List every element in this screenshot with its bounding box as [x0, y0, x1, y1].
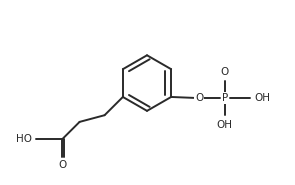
Text: O: O — [59, 160, 67, 170]
Text: OH: OH — [254, 93, 270, 103]
Text: O: O — [195, 93, 203, 103]
Text: P: P — [222, 93, 228, 103]
Text: O: O — [221, 67, 229, 77]
Text: HO: HO — [17, 134, 32, 144]
Text: OH: OH — [217, 120, 233, 130]
